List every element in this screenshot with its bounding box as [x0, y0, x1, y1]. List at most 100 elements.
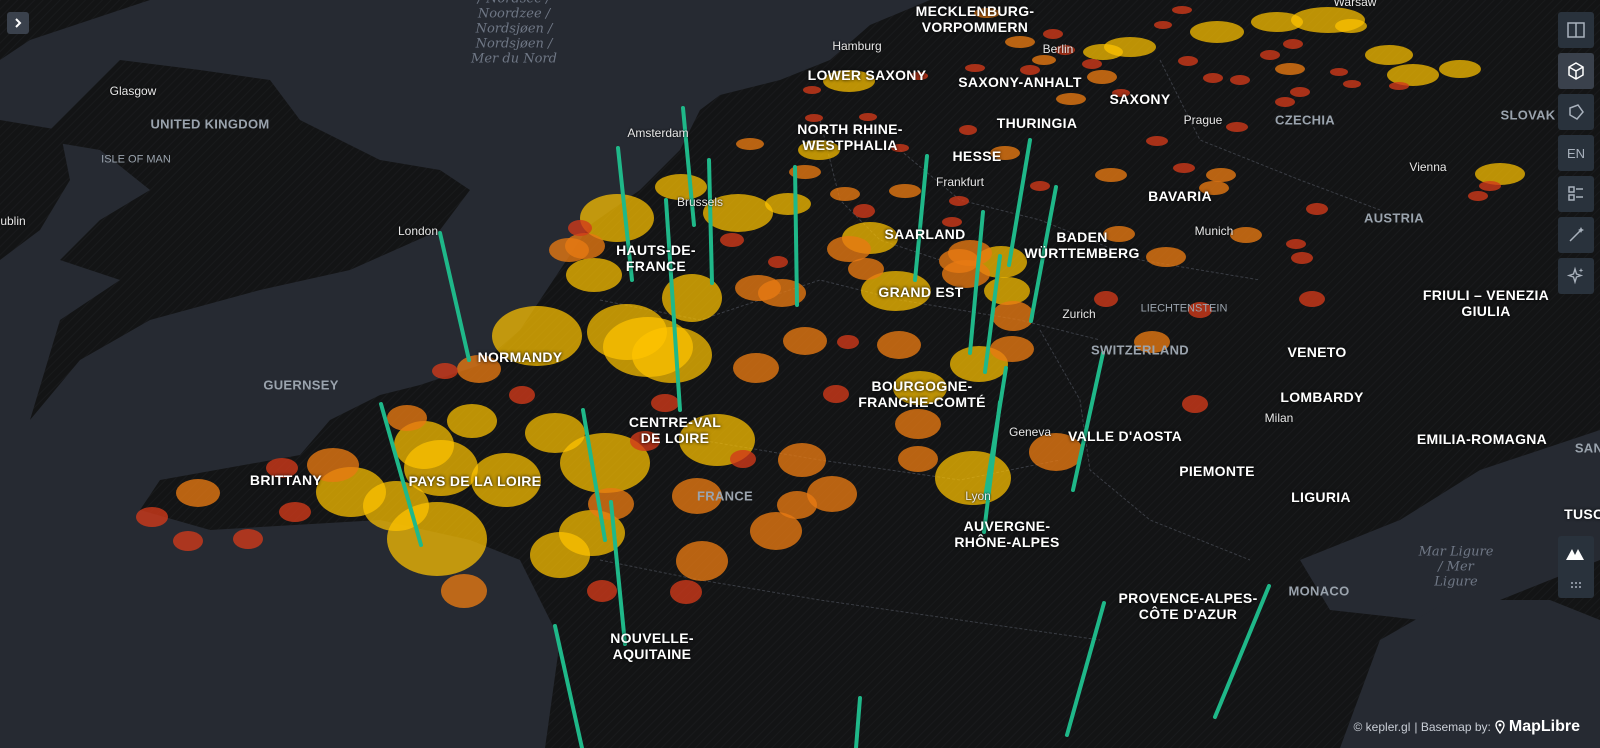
map-point [877, 331, 921, 359]
map-point [587, 580, 617, 602]
points-layer [136, 6, 1525, 608]
map-column [968, 210, 985, 355]
map-point [837, 335, 859, 349]
map-point [1030, 181, 1050, 191]
adriatic-sea [1300, 430, 1600, 620]
map-point [830, 187, 860, 201]
map-point [1082, 59, 1102, 69]
map-point [765, 193, 811, 215]
map-point [942, 217, 962, 227]
map-point [974, 8, 1000, 18]
continent-landmass [140, 0, 1600, 748]
map-column [379, 402, 423, 547]
map-point [549, 238, 589, 262]
draw-polygon-button[interactable] [1558, 94, 1594, 130]
map-point [447, 404, 497, 438]
cube-icon [1568, 62, 1584, 80]
map-point [1083, 44, 1123, 60]
map-point [1275, 97, 1295, 107]
kepler-attribution-link[interactable]: © kepler.gl [1353, 720, 1411, 734]
split-map-button[interactable] [1558, 12, 1594, 48]
map-point [777, 491, 817, 519]
map-point [457, 355, 501, 383]
map-point [910, 72, 928, 80]
map-point [1479, 181, 1501, 191]
map-point [1056, 93, 1086, 105]
sidebar-toggle-button[interactable] [7, 12, 29, 34]
map-point [859, 113, 877, 121]
map-point [1172, 6, 1192, 14]
locale-button[interactable]: EN [1558, 135, 1594, 171]
map-point [432, 363, 458, 379]
map-point [662, 274, 722, 322]
map-point [1190, 21, 1244, 43]
map-point [587, 304, 667, 360]
map-point [279, 502, 311, 522]
map-column [609, 500, 627, 646]
map-point [823, 70, 875, 92]
map-point [735, 275, 781, 301]
map-point [670, 580, 702, 604]
map-column [1065, 601, 1106, 737]
map-point [778, 443, 826, 477]
map-point [827, 236, 871, 262]
map-point [730, 450, 756, 468]
map-column [1071, 351, 1105, 492]
map-point [939, 249, 979, 273]
map-point [1199, 181, 1229, 195]
polygon-icon [1569, 104, 1584, 120]
map-point [733, 353, 779, 383]
ai-assistant-button[interactable] [1558, 258, 1594, 294]
more-dots-icon[interactable] [1570, 581, 1582, 589]
map-point [1134, 331, 1170, 353]
map-point [1020, 65, 1040, 75]
map-point [676, 541, 728, 581]
map-point [1343, 80, 1361, 88]
map-point [1032, 55, 1056, 65]
kepler-logo-icon [1566, 548, 1584, 560]
map-point [266, 458, 298, 478]
map-point [898, 446, 938, 472]
map-column [707, 158, 714, 285]
map-point [1146, 247, 1186, 267]
map-point [1005, 36, 1035, 48]
map-point [1291, 252, 1313, 264]
mediterranean-sea [1340, 600, 1600, 748]
map-column [1007, 138, 1032, 267]
map-point [580, 194, 654, 242]
attribution-separator: | Basemap by: [1414, 720, 1491, 734]
legend-button[interactable] [1558, 176, 1594, 212]
map-point [965, 64, 985, 72]
map-column [983, 254, 1002, 374]
map-point [893, 371, 947, 405]
map-point [1182, 395, 1208, 413]
map-point [1230, 75, 1250, 85]
map-point [1029, 433, 1083, 471]
map-point [990, 336, 1034, 362]
borders [599, 59, 1381, 641]
chevron-right-icon [15, 18, 22, 28]
uk-landmass [30, 60, 470, 420]
map-point [736, 138, 764, 150]
map-point [992, 301, 1034, 331]
map-point [530, 532, 590, 578]
map-point [525, 413, 585, 453]
maplibre-attribution-link[interactable]: MapLibre [1508, 718, 1580, 735]
map-point [1283, 39, 1303, 49]
effects-button[interactable] [1558, 217, 1594, 253]
map-point [1365, 45, 1413, 65]
map-column [982, 400, 1002, 534]
map-point [1087, 70, 1117, 84]
map-point [1299, 291, 1325, 307]
map-point [1112, 89, 1130, 97]
map-point [672, 478, 722, 514]
map-point [471, 453, 541, 507]
map-point [1290, 87, 1310, 97]
map-point [1178, 56, 1198, 66]
map-point [848, 258, 884, 280]
map-point [1468, 191, 1488, 201]
ireland-landmass [0, 120, 70, 260]
3d-view-button[interactable] [1558, 53, 1594, 89]
